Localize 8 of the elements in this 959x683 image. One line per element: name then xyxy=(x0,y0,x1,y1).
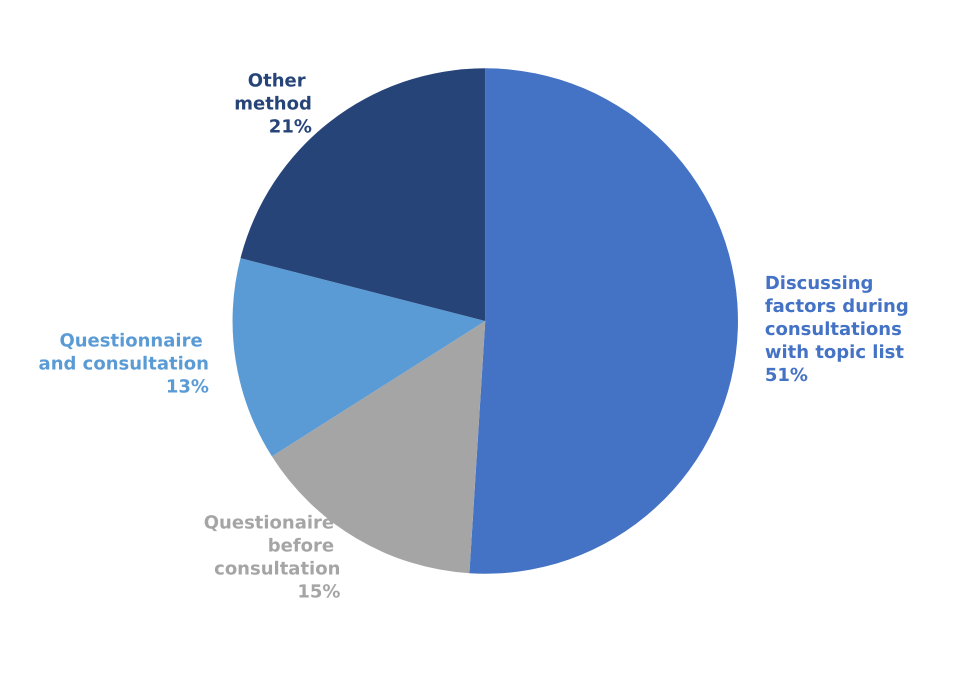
data-label: 15% xyxy=(297,581,340,602)
slice-label: Questionnaire and consultation xyxy=(38,330,209,374)
data-label: 51% xyxy=(764,365,808,386)
data-label: 21% xyxy=(268,116,312,138)
slice-label: Questionaire before consultation xyxy=(204,512,340,580)
data-label: 13% xyxy=(166,376,209,398)
slice-label: Other method xyxy=(234,70,312,114)
slice-label: Discussing factors during consultations with topic list xyxy=(764,273,916,364)
